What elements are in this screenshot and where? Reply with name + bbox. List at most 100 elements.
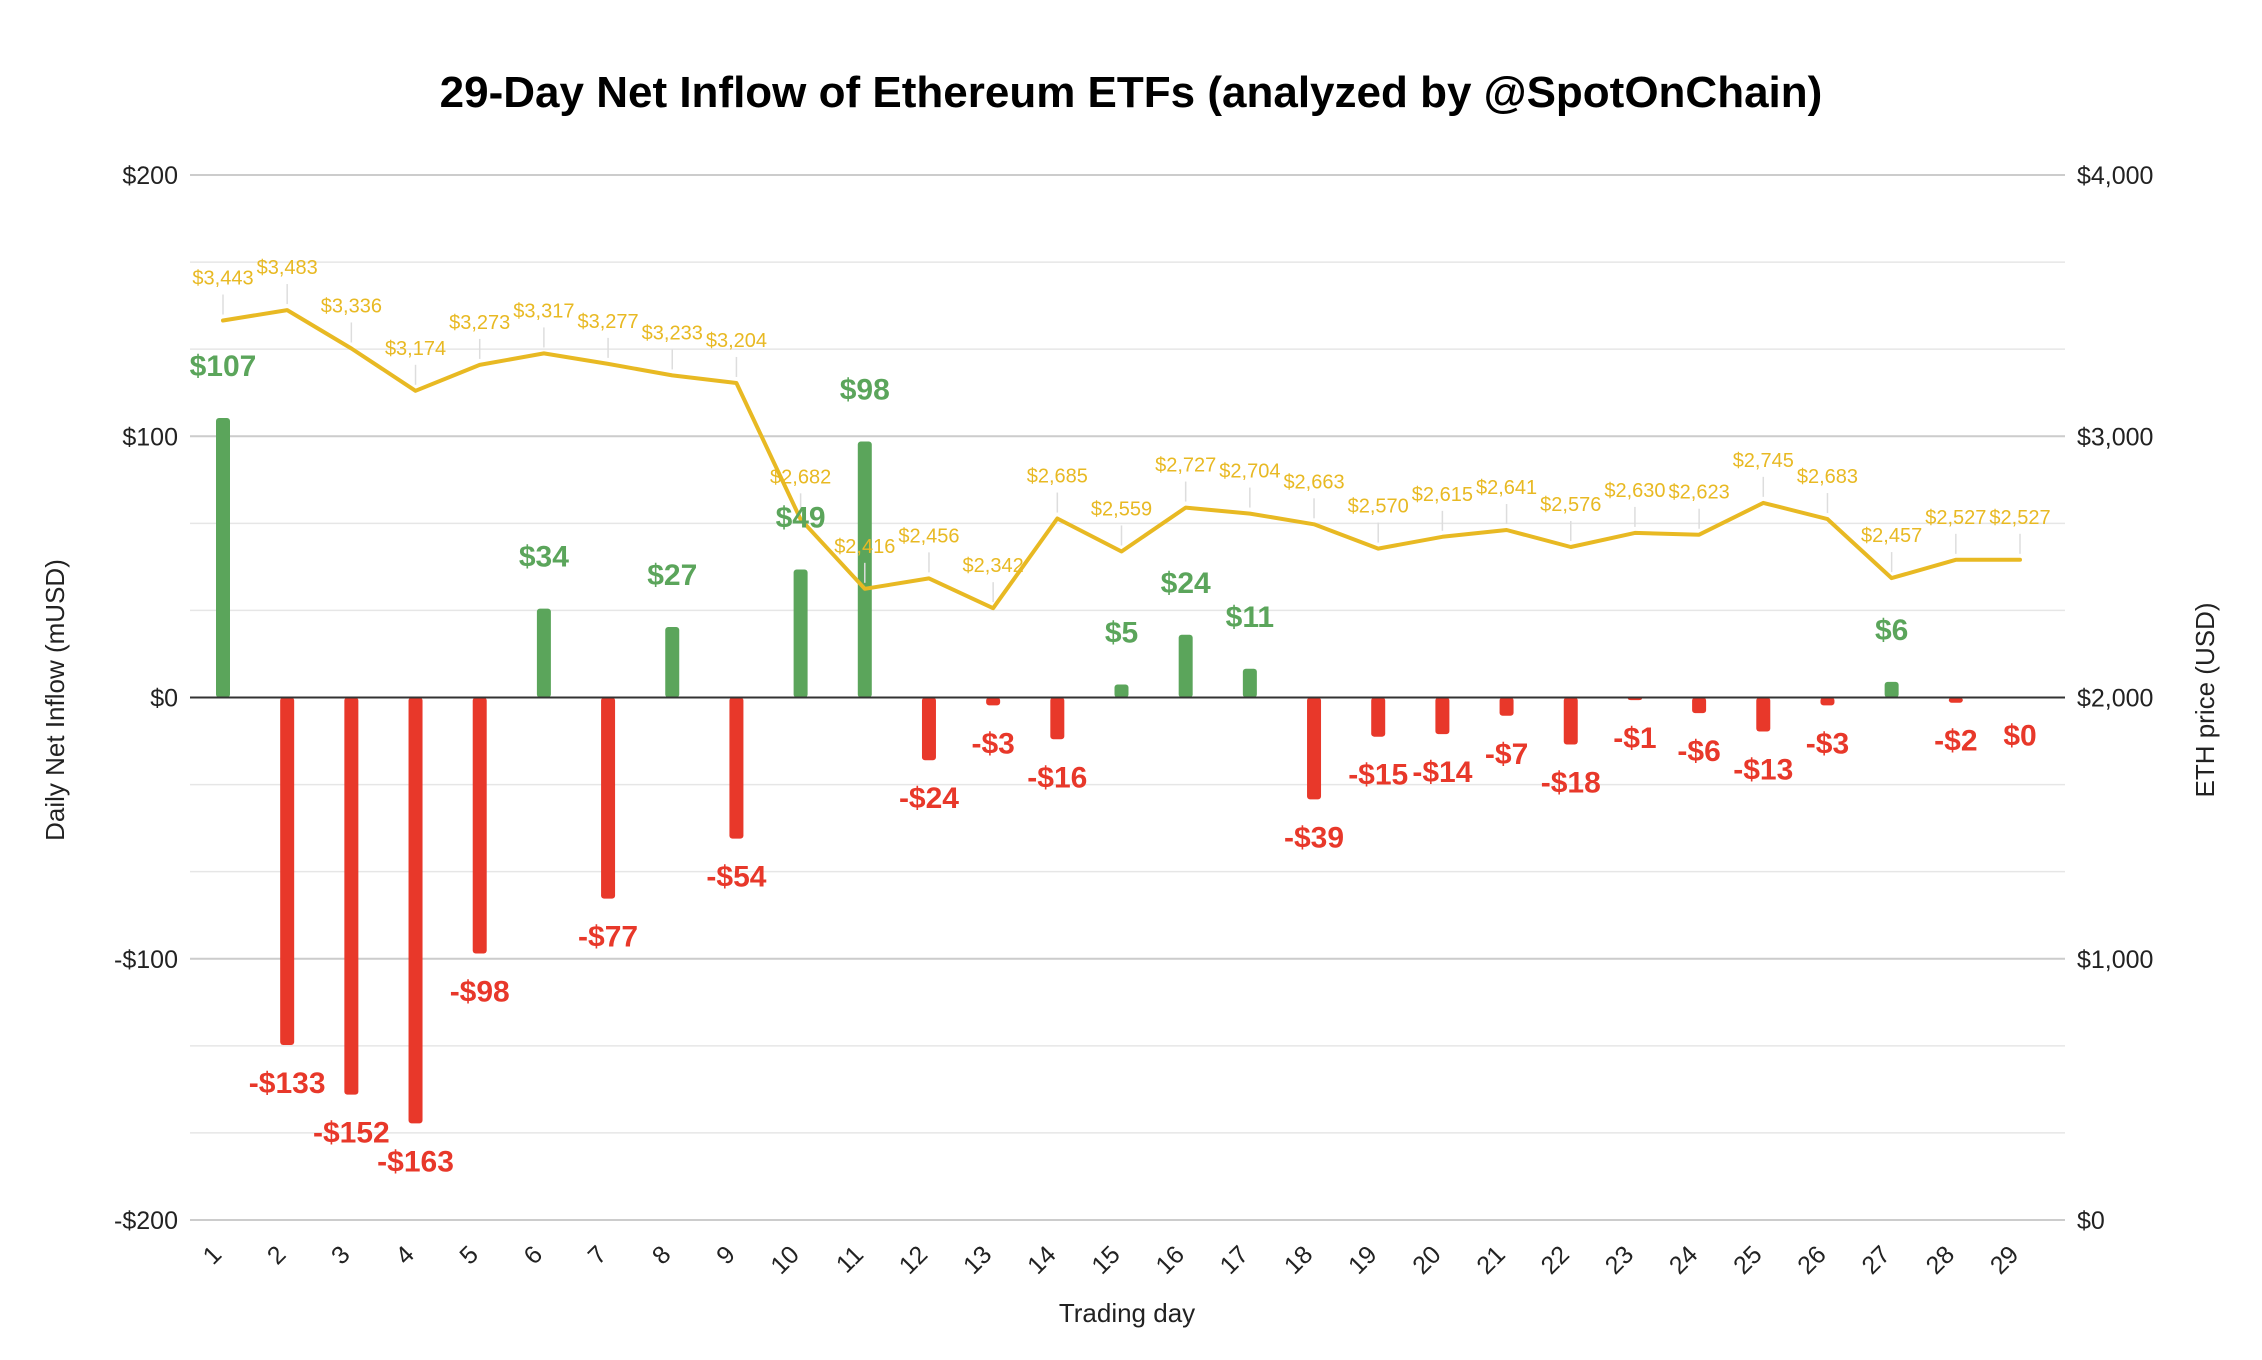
price-line bbox=[221, 308, 2022, 611]
price-line-group bbox=[221, 284, 2022, 611]
x-tick-label: 24 bbox=[1664, 1240, 1704, 1280]
price-label: $2,342 bbox=[963, 555, 1024, 577]
y2-tick-label: $3,000 bbox=[2077, 423, 2153, 451]
x-tick-label: 29 bbox=[1985, 1240, 2024, 1279]
x-tick-label: 27 bbox=[1856, 1240, 1895, 1279]
inflow-bar bbox=[1178, 634, 1193, 698]
inflow-bar bbox=[793, 569, 808, 698]
inflow-bar bbox=[1756, 697, 1771, 732]
inflow-bar bbox=[1820, 697, 1835, 706]
price-label: $2,683 bbox=[1797, 466, 1858, 488]
grid-lines bbox=[190, 174, 2065, 1221]
x-tick-label: 23 bbox=[1600, 1240, 1639, 1279]
x-tick-label: 15 bbox=[1086, 1240, 1125, 1279]
y2-axis-title: ETH price (USD) bbox=[2190, 602, 2220, 797]
inflow-bar bbox=[344, 697, 359, 1095]
price-label: $2,704 bbox=[1219, 461, 1280, 483]
y2-tick-label: $1,000 bbox=[2077, 946, 2153, 974]
x-tick-label: 6 bbox=[519, 1240, 549, 1270]
price-label: $2,682 bbox=[770, 466, 831, 488]
y2-tick-label: $2,000 bbox=[2077, 685, 2153, 713]
inflow-bar bbox=[1884, 681, 1899, 698]
inflow-bar bbox=[1563, 697, 1578, 745]
y-axis-title: Daily Net Inflow (mUSD) bbox=[40, 559, 70, 841]
y-tick-label: -$100 bbox=[114, 946, 178, 974]
price-label: $2,630 bbox=[1604, 480, 1665, 502]
bar-value-label: -$133 bbox=[249, 1067, 326, 1100]
inflow-bar bbox=[986, 697, 1001, 706]
price-label: $3,233 bbox=[642, 322, 703, 344]
x-tick-label: 20 bbox=[1407, 1240, 1446, 1279]
bar-value-label: -$15 bbox=[1348, 759, 1408, 792]
price-label: $2,416 bbox=[834, 536, 895, 558]
inflow-bar bbox=[729, 697, 744, 839]
x-tick-label: 25 bbox=[1728, 1240, 1767, 1279]
inflow-bar bbox=[1242, 668, 1257, 698]
bar-value-label: $5 bbox=[1105, 616, 1138, 649]
x-tick-label: 19 bbox=[1343, 1240, 1382, 1279]
x-tick-label: 12 bbox=[894, 1240, 933, 1279]
x-tick-label: 3 bbox=[326, 1240, 356, 1270]
bar-value-label: -$1 bbox=[1613, 722, 1656, 755]
y-tick-label: $100 bbox=[122, 423, 178, 451]
price-label: $3,277 bbox=[577, 311, 638, 333]
bar-value-label: -$39 bbox=[1284, 821, 1344, 854]
y2-tick-label: $0 bbox=[2077, 1207, 2105, 1235]
bar-value-label: $24 bbox=[1161, 567, 1211, 600]
price-label: $3,317 bbox=[513, 300, 574, 322]
inflow-bar bbox=[1114, 684, 1129, 698]
bar-value-label: -$3 bbox=[971, 727, 1014, 760]
bar-value-label: $27 bbox=[647, 559, 697, 592]
price-label: $2,570 bbox=[1348, 496, 1409, 518]
price-label: $2,663 bbox=[1283, 471, 1344, 493]
inflow-bar bbox=[1435, 697, 1450, 735]
bar-value-label: -$13 bbox=[1733, 753, 1793, 786]
inflow-bar bbox=[536, 608, 551, 698]
price-label: $2,457 bbox=[1861, 525, 1922, 547]
bar-value-label: -$54 bbox=[706, 861, 766, 894]
x-tick-label: 26 bbox=[1792, 1240, 1831, 1279]
x-tick-label: 21 bbox=[1471, 1240, 1510, 1279]
x-tick-label: 9 bbox=[711, 1240, 741, 1270]
x-tick-label: 2 bbox=[262, 1240, 292, 1270]
x-tick-label: 16 bbox=[1150, 1240, 1189, 1279]
inflow-bar bbox=[601, 697, 616, 899]
x-axis-title: Trading day bbox=[1059, 1298, 1195, 1328]
x-tick-label: 14 bbox=[1022, 1240, 1062, 1280]
x-tick-label: 18 bbox=[1279, 1240, 1318, 1279]
x-tick-label: 4 bbox=[390, 1240, 420, 1270]
price-label: $3,204 bbox=[706, 330, 767, 352]
price-label: $2,745 bbox=[1733, 450, 1794, 472]
x-tick-label: 17 bbox=[1215, 1240, 1254, 1279]
bar-value-label: -$24 bbox=[899, 782, 959, 815]
inflow-bar bbox=[1307, 697, 1322, 800]
inflow-bar bbox=[1050, 697, 1065, 740]
bar-value-label: -$3 bbox=[1806, 727, 1849, 760]
bar-value-label: $0 bbox=[2003, 720, 2036, 753]
bar-value-label: -$7 bbox=[1485, 738, 1528, 771]
bar-value-label: $6 bbox=[1875, 614, 1908, 647]
x-tick-label: 22 bbox=[1536, 1240, 1575, 1279]
y-tick-label: $0 bbox=[150, 685, 178, 713]
bar-value-label: -$77 bbox=[578, 921, 638, 954]
y-tick-label: $200 bbox=[122, 162, 178, 190]
price-label: $3,273 bbox=[449, 312, 510, 334]
price-label: $3,174 bbox=[385, 338, 446, 360]
x-tick-label: 7 bbox=[583, 1240, 613, 1270]
bar-value-label: $107 bbox=[190, 350, 257, 383]
price-label: $2,527 bbox=[1989, 507, 2050, 529]
inflow-bar bbox=[472, 697, 487, 954]
chart-title: 29-Day Net Inflow of Ethereum ETFs (anal… bbox=[440, 68, 1823, 117]
price-label: $2,641 bbox=[1476, 477, 1537, 499]
value-labels: $3,443 $3,483$3,336$3,174$3,273$3,317 $3,2… bbox=[190, 257, 2051, 1178]
bar-value-label: -$163 bbox=[377, 1145, 454, 1178]
price-label: $2,685 bbox=[1027, 466, 1088, 488]
price-label: $2,527 bbox=[1925, 507, 1986, 529]
bar-value-label: -$16 bbox=[1027, 761, 1087, 794]
inflow-bar bbox=[280, 697, 295, 1045]
bar-value-label: -$2 bbox=[1934, 725, 1977, 758]
inflow-bar bbox=[921, 697, 936, 761]
bar-value-label: $98 bbox=[840, 373, 890, 406]
